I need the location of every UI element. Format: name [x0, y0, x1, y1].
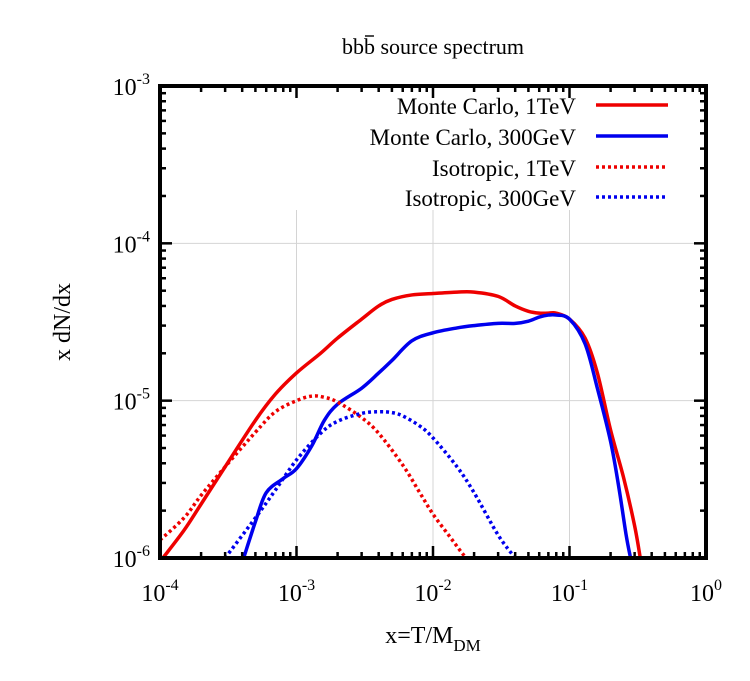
y-tick-label-base: 10: [113, 547, 137, 573]
grid: [160, 210, 706, 558]
x-tick-label-base: 10: [278, 581, 302, 607]
y-tick-label-exp: -3: [137, 71, 150, 88]
y-tick-label-base: 10: [113, 75, 137, 101]
x-tick-label-exp: -3: [302, 577, 315, 594]
series-layer: [160, 289, 643, 558]
chart-title-overlined: b: [364, 34, 375, 59]
series-iso-1tev: [160, 394, 468, 558]
series-mc-1tev: [161, 289, 643, 558]
chart-title-rest: source spectrum: [375, 34, 524, 59]
x-tick-label: 10-2: [414, 577, 451, 607]
x-tick-label-exp: -4: [165, 577, 178, 594]
x-tick-label-base: 10: [141, 581, 165, 607]
x-tick-label: 10-3: [278, 577, 315, 607]
y-tick-label: 10-6: [113, 543, 150, 573]
x-axis-label-sub: DM: [453, 636, 480, 655]
y-tick-label: 10-4: [113, 228, 150, 258]
x-tick-label: 10-1: [551, 577, 588, 607]
x-tick-label-base: 10: [690, 581, 714, 607]
x-axis-label: x=T/MDM: [385, 623, 481, 655]
chart-title-main: bb: [342, 34, 364, 59]
series-mc-300gev: [241, 312, 633, 558]
x-tick-label: 10-4: [141, 577, 178, 607]
y-tick-label-base: 10: [113, 390, 137, 416]
y-axis-label: x dN/dx: [50, 283, 76, 361]
legend-label-mc-300gev: Monte Carlo, 300GeV: [370, 125, 577, 150]
chart-title: bbb source spectrum: [342, 34, 524, 59]
plot-frame: [158, 84, 708, 560]
legend-label-mc-1tev: Monte Carlo, 1TeV: [397, 94, 577, 119]
x-tick-label-exp: -1: [575, 577, 588, 594]
x-axis-label-main: x=T/M: [385, 623, 453, 649]
x-tick-label: 100: [690, 577, 722, 607]
x-tick-label-exp: 0: [714, 577, 722, 594]
legend-label-iso-300gev: Isotropic, 300GeV: [405, 186, 577, 211]
y-tick-label-exp: -4: [137, 228, 150, 245]
legend: Monte Carlo, 1TeV Monte Carlo, 300GeV Is…: [370, 94, 668, 211]
x-tick-label-base: 10: [414, 581, 438, 607]
x-tick-label-exp: -2: [438, 577, 451, 594]
y-tick-label-base: 10: [113, 232, 137, 258]
y-tick-label: 10-3: [113, 71, 150, 101]
y-tick-label: 10-5: [113, 386, 150, 416]
y-tick-label-exp: -5: [137, 386, 150, 403]
legend-label-iso-1tev: Isotropic, 1TeV: [432, 156, 576, 181]
x-tick-label-base: 10: [551, 581, 575, 607]
y-tick-label-exp: -6: [137, 543, 150, 560]
series-iso-300gev: [223, 409, 517, 558]
